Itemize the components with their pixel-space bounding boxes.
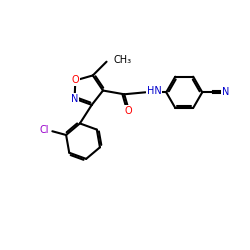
- Text: N: N: [222, 87, 230, 97]
- Text: Cl: Cl: [40, 125, 49, 135]
- Text: O: O: [125, 106, 132, 116]
- Text: HN: HN: [147, 86, 162, 96]
- Text: CH₃: CH₃: [114, 56, 132, 66]
- Text: N: N: [71, 94, 78, 104]
- Text: O: O: [72, 76, 79, 86]
